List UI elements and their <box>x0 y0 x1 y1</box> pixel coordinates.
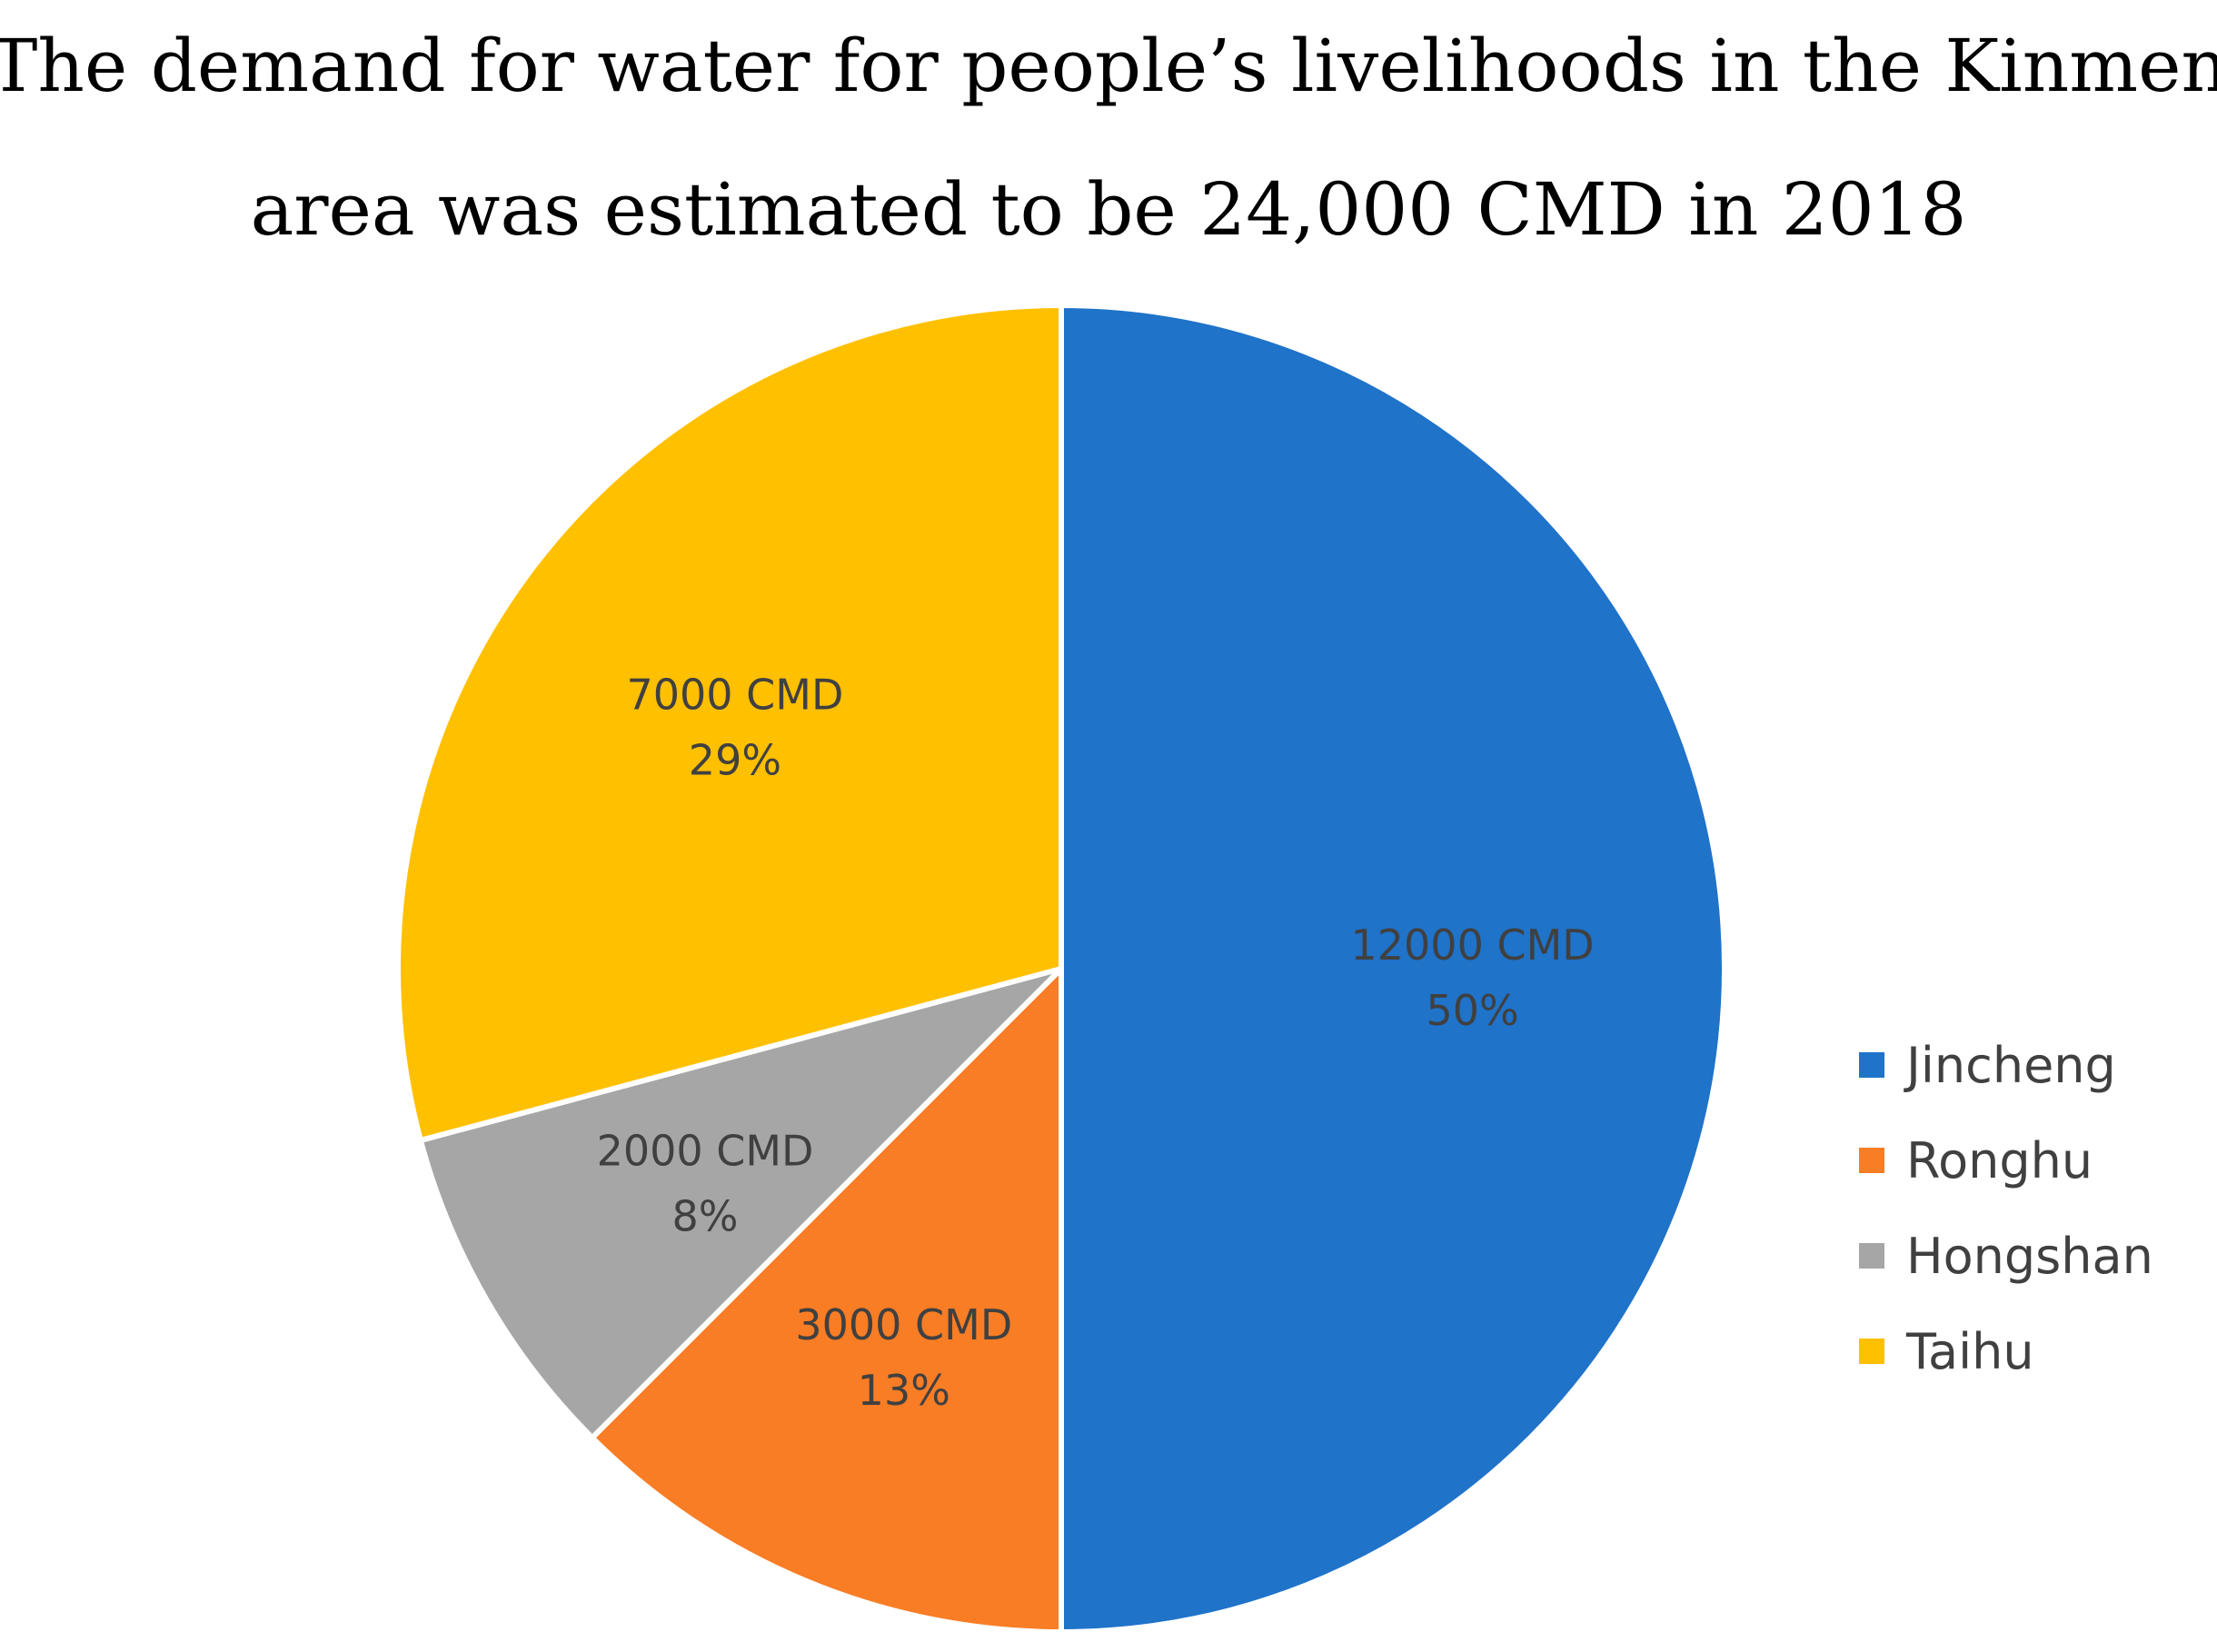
legend-item-hongshan: Hongshan <box>1859 1228 2153 1285</box>
pie-slice-jincheng <box>1059 303 1727 1635</box>
legend-swatch <box>1859 1339 1884 1364</box>
data-label-jincheng: 12000 CMD 50% <box>1351 921 1595 1035</box>
pie-slice-hongshan <box>417 966 1064 1441</box>
legend-swatch <box>1859 1052 1884 1078</box>
data-label-ronghu: 3000 CMD 13% <box>795 1300 1012 1415</box>
legend-label: Taihu <box>1905 1323 2034 1380</box>
chart-title-line-2: area was estimated to be 24,000 CMD in 2… <box>251 167 1967 252</box>
pie-data-labels: 12000 CMD 50% 3000 CMD 13% 2000 CMD 8% 7000 CM… <box>597 670 1595 1415</box>
legend-swatch <box>1859 1148 1884 1173</box>
legend-label: Ronghu <box>1906 1132 2093 1189</box>
data-label-value: 7000 CMD <box>626 670 843 719</box>
data-label-percent: 50% <box>1426 986 1518 1035</box>
data-label-hongshan: 2000 CMD 8% <box>597 1126 814 1240</box>
data-label-taihu: 7000 CMD 29% <box>626 670 843 784</box>
legend-item-taihu: Taihu <box>1859 1323 2034 1380</box>
data-label-value: 12000 CMD <box>1351 921 1595 970</box>
pie-slice-taihu <box>395 303 1064 1143</box>
data-label-value: 2000 CMD <box>597 1126 814 1175</box>
legend-item-jincheng: Jincheng <box>1859 1037 2116 1094</box>
chart-title-line-1: The demand for water for people’s liveli… <box>0 24 2217 108</box>
chart-legend: Jincheng Ronghu Hongshan Taihu <box>1859 1037 2153 1380</box>
legend-label: Jincheng <box>1904 1037 2116 1094</box>
legend-item-ronghu: Ronghu <box>1859 1132 2093 1189</box>
chart-title: The demand for water for people’s liveli… <box>0 24 2217 252</box>
data-label-percent: 13% <box>858 1366 950 1415</box>
pie-slice-ronghu <box>589 966 1064 1635</box>
legend-swatch <box>1859 1243 1884 1269</box>
legend-label: Hongshan <box>1906 1228 2153 1285</box>
pie-slices <box>395 303 1727 1635</box>
data-label-percent: 8% <box>672 1191 739 1240</box>
data-label-value: 3000 CMD <box>795 1300 1012 1349</box>
data-label-percent: 29% <box>689 735 781 784</box>
